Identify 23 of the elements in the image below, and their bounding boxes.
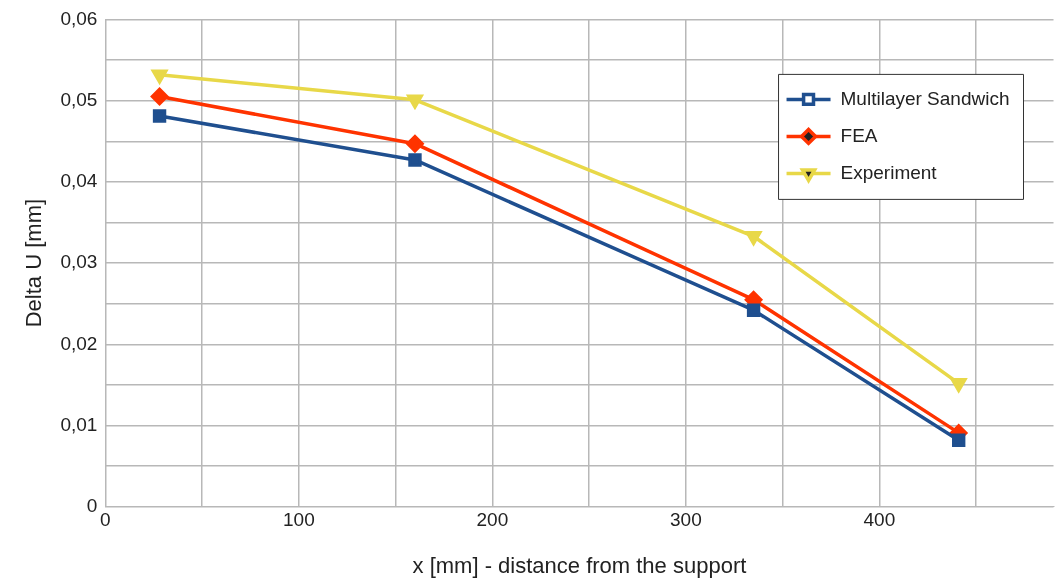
point	[951, 433, 966, 447]
point	[408, 153, 422, 167]
point	[406, 134, 424, 153]
y-tick-label: 0,05	[60, 88, 98, 110]
x-tick-label: 200	[476, 509, 509, 531]
point	[407, 94, 423, 109]
y-axis-title: Delta U [mm]	[21, 198, 47, 328]
point	[150, 87, 169, 106]
point	[152, 109, 167, 123]
x-tick-label: 300	[670, 509, 702, 531]
y-tick-label: 0,01	[60, 413, 98, 435]
y-tick-label: 0	[86, 495, 98, 517]
legend-label: Multilayer Sandwich	[840, 87, 1010, 109]
y-tick-label: 0,03	[60, 251, 98, 273]
x-tick-label: 400	[863, 509, 896, 531]
y-tick-label: 0,06	[60, 7, 98, 29]
legend-label: FEA	[840, 124, 878, 146]
point	[746, 303, 761, 317]
x-axis-title: x [mm] - distance from the support	[412, 552, 747, 578]
y-tick-label: 0,04	[60, 170, 98, 192]
x-tick-label: 100	[283, 509, 315, 531]
y-tick-label: 0,02	[60, 332, 98, 354]
legend-label: Experiment	[840, 161, 938, 183]
